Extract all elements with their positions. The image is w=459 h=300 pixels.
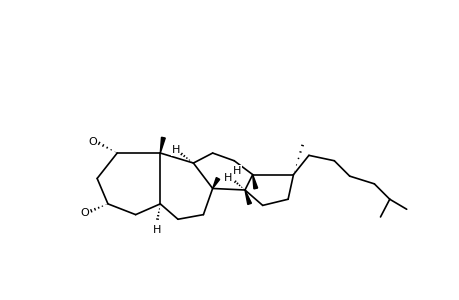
Text: H: H [171, 145, 179, 155]
Text: H: H [153, 225, 161, 235]
Polygon shape [245, 190, 251, 205]
Polygon shape [252, 175, 257, 189]
Polygon shape [212, 178, 219, 188]
Polygon shape [160, 137, 165, 153]
Text: O: O [80, 208, 89, 218]
Text: H: H [224, 173, 232, 184]
Text: H: H [233, 166, 241, 176]
Text: O: O [88, 137, 97, 147]
